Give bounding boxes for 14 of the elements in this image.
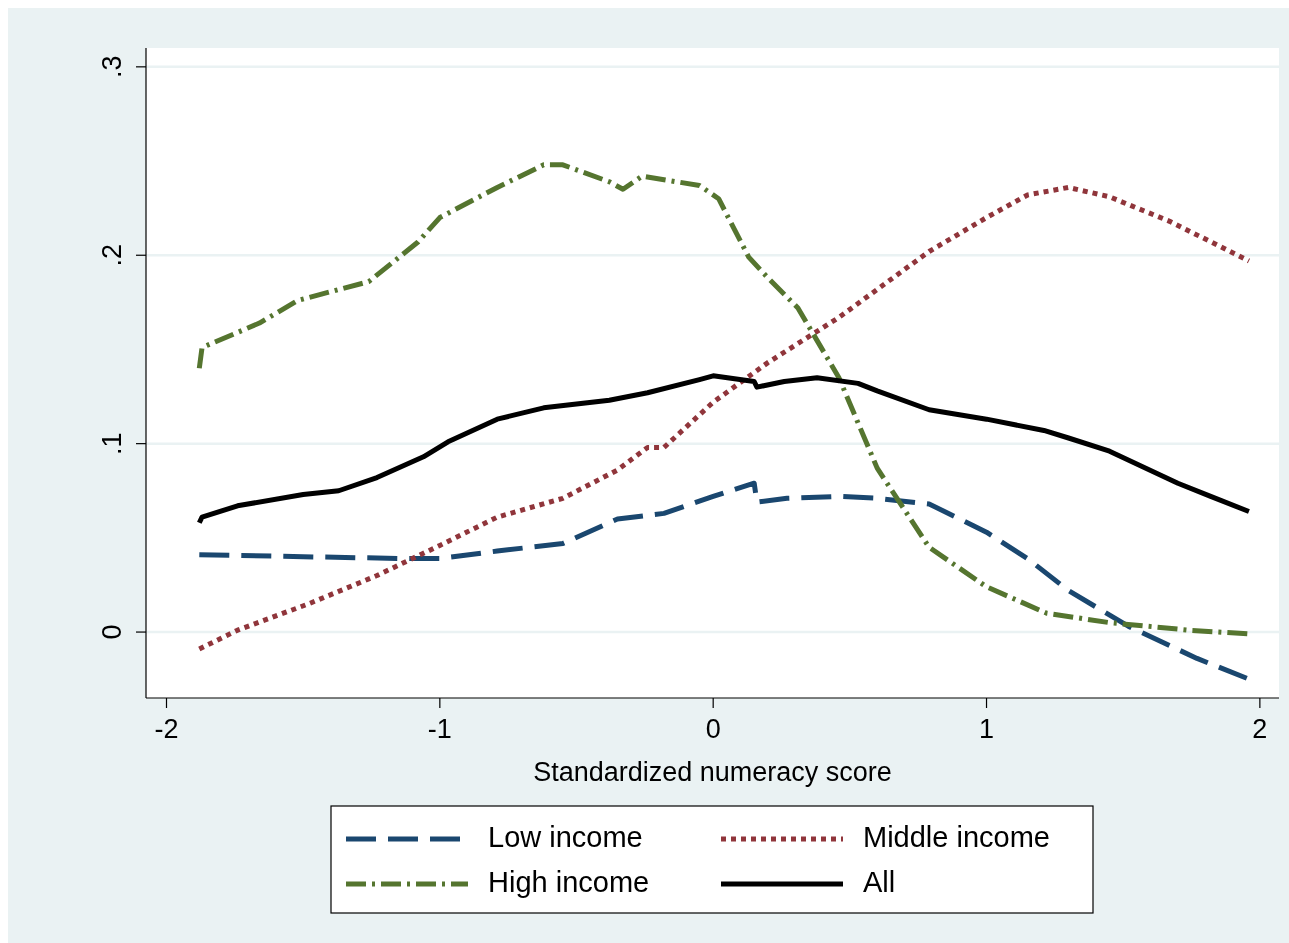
x-tick-label: -2 — [154, 714, 179, 744]
legend-label: Middle income — [863, 820, 1050, 853]
x-axis-title: Standardized numeracy score — [533, 757, 892, 787]
legend-label: High income — [488, 865, 650, 898]
x-tick-label: 0 — [705, 714, 721, 744]
legend-label: Low income — [488, 820, 643, 853]
y-tick-label: 0 — [97, 624, 128, 640]
x-tick-label: 1 — [979, 714, 995, 744]
y-tick-label: .2 — [97, 243, 128, 267]
y-tick-label: .1 — [97, 432, 128, 455]
legend-label: All — [863, 865, 896, 898]
x-tick-label: -1 — [427, 714, 452, 744]
y-tick-label: .3 — [97, 55, 128, 79]
x-tick-label: 2 — [1252, 714, 1268, 744]
